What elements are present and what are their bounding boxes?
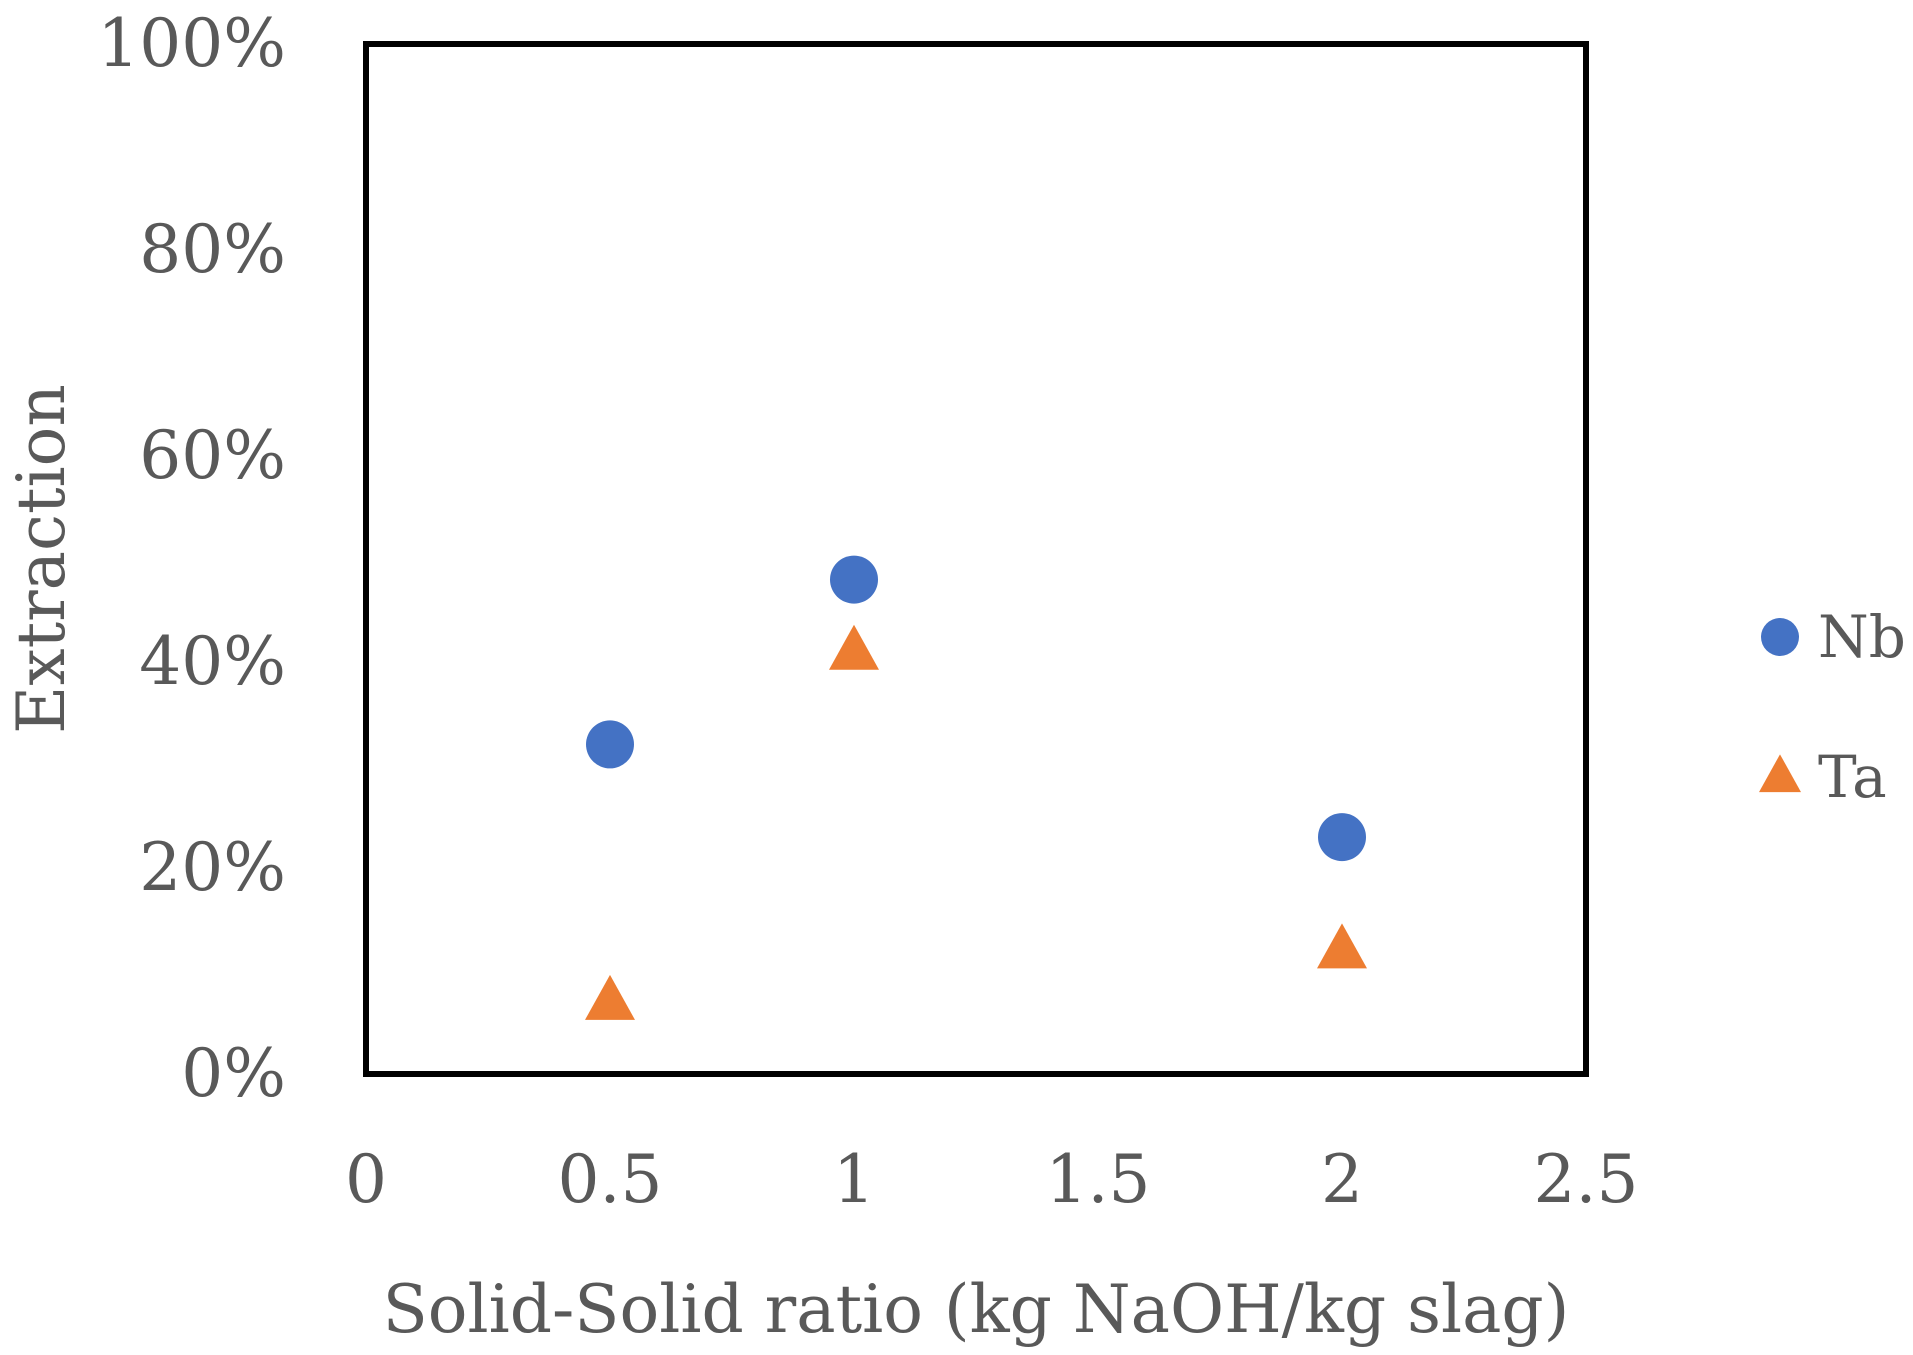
x-tick-label: 2 [1321,1141,1363,1218]
legend: Nb Ta [1759,603,1906,811]
x-tick-label: 1 [833,1141,875,1218]
y-tick-label: 20% [139,829,286,906]
nb-point [830,555,878,604]
y-tick-label: 40% [139,623,286,700]
ta-point [1317,923,1367,969]
legend-label: Nb [1818,603,1906,671]
y-axis-title: Extraction [3,384,80,734]
legend-nb-marker [1761,618,1799,656]
y-tick-label: 80% [139,211,286,288]
y-axis-ticks: 0% 20% 40% 60% 80% 100% [97,5,286,1112]
nb-point [1318,813,1366,862]
x-axis-title: Solid-Solid ratio (kg NaOH/kg slag) [383,1271,1570,1348]
x-axis-ticks: 0 0.5 1 1.5 2 2.5 [345,1141,1638,1218]
x-tick-label: 0 [345,1141,387,1218]
plot-area-frame [363,41,1589,1077]
legend-label: Ta [1818,743,1887,811]
legend-ta-marker [1759,754,1801,793]
data-points [585,555,1367,1020]
y-tick-label: 100% [97,5,286,82]
nb-point [586,720,634,769]
ta-point [585,974,635,1020]
x-tick-label: 2.5 [1534,1141,1639,1218]
x-tick-label: 1.5 [1046,1141,1151,1218]
x-tick-label: 0.5 [558,1141,663,1218]
y-tick-label: 0% [181,1035,286,1112]
y-tick-label: 60% [139,417,286,494]
ta-point [829,624,879,670]
